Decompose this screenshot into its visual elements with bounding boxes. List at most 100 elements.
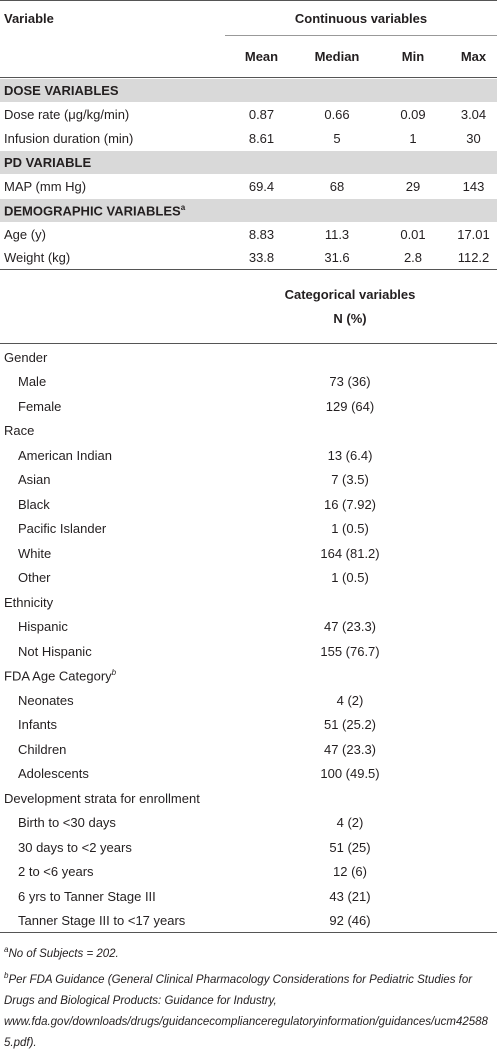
group-row: Ethnicity <box>0 590 497 615</box>
cell: 12 (6) <box>333 864 367 880</box>
column-header: Mean <box>244 49 279 64</box>
header-variable: Variable <box>4 11 54 26</box>
group-title: Gender <box>0 350 225 365</box>
cell: 3.04 <box>460 106 487 122</box>
footnote-mark: a <box>4 945 9 954</box>
data-row: Female 129 (64) <box>0 394 497 419</box>
group-row: Development strata for enrollment <box>0 786 497 811</box>
data-row: Male 73 (36) <box>0 370 497 395</box>
cell: 30 days to <2 years <box>18 839 132 855</box>
footnote-mark: b <box>4 970 9 980</box>
cell: 8.83 <box>248 226 275 242</box>
data-row: Infusion duration (min) 8.61 5 1 30 <box>0 126 497 150</box>
group-title: Ethnicity <box>0 595 225 610</box>
data-row: Dose rate (μg/kg/min) 0.87 0.66 0.09 3.04 <box>0 102 497 126</box>
data-row: 6 yrs to Tanner Stage III 43 (21) <box>0 884 497 909</box>
cell: 68 <box>329 178 345 194</box>
cell: Infusion duration (min) <box>4 130 134 146</box>
cell: Pacific Islander <box>18 521 107 537</box>
cell: Age (y) <box>4 226 46 242</box>
group-title-text: Ethnicity <box>4 594 54 610</box>
footnote-mark: b <box>111 668 117 678</box>
cell: 164 (81.2) <box>320 545 380 561</box>
group-title: Race <box>0 423 225 438</box>
data-row: Hispanic 47 (23.3) <box>0 615 497 640</box>
data-row: Infants 51 (25.2) <box>0 713 497 738</box>
data-row: Adolescents 100 (49.5) <box>0 762 497 787</box>
data-row: Other 1 (0.5) <box>0 566 497 591</box>
cell: Male <box>18 374 47 390</box>
cell: Adolescents <box>18 766 89 782</box>
data-row: Black 16 (7.92) <box>0 492 497 517</box>
cell: Tanner Stage III to <17 years <box>18 912 186 928</box>
section-title: PD VARIABLE <box>0 155 225 170</box>
data-row: Not Hispanic 155 (76.7) <box>0 639 497 664</box>
cell: 51 (25.2) <box>323 717 377 733</box>
cell: 43 (21) <box>329 888 371 904</box>
cell: American Indian <box>18 447 112 463</box>
header-columns: Mean Median Min Max <box>0 36 497 78</box>
cell: 17.01 <box>457 226 490 242</box>
cell: 4 (2) <box>336 815 364 831</box>
column-header: Median <box>314 49 360 64</box>
cell: 31.6 <box>324 250 350 265</box>
cell: 143 <box>462 178 485 194</box>
section-title-text: PD VARIABLE <box>4 155 92 170</box>
cell: White <box>18 545 52 561</box>
cell: 100 (49.5) <box>320 766 380 782</box>
header-row: Variable Continuous variables <box>0 0 497 36</box>
data-row: Tanner Stage III to <17 years 92 (46) <box>0 909 497 933</box>
cell: Children <box>18 741 67 757</box>
group-row: Gender <box>0 345 497 370</box>
section-header: PD VARIABLE <box>0 150 497 174</box>
section-header: DOSE VARIABLES <box>0 78 497 102</box>
cell: 155 (76.7) <box>320 643 380 659</box>
categorical-title: Categorical variables <box>284 287 416 302</box>
footnote-mark: a <box>180 202 186 212</box>
cell: 51 (25) <box>329 839 371 855</box>
cell: 13 (6.4) <box>327 447 373 463</box>
cell: MAP (mm Hg) <box>4 178 87 194</box>
group-title-text: Race <box>4 423 35 439</box>
footnote: aNo of Subjects = 202. <box>0 939 497 965</box>
categorical-header: Categorical variables <box>0 270 497 307</box>
group-title-text: Development strata for enrollment <box>4 790 200 806</box>
cell: 6 yrs to Tanner Stage III <box>18 888 156 904</box>
cell: Asian <box>18 472 51 488</box>
column-header: Min <box>401 49 425 64</box>
cell: 30 <box>466 130 481 146</box>
footnote: bPer FDA Guidance (General Clinical Phar… <box>0 965 497 1054</box>
footnote-text: No of Subjects = 202. <box>8 947 119 960</box>
cell: 47 (23.3) <box>323 741 377 757</box>
data-row: 30 days to <2 years 51 (25) <box>0 835 497 860</box>
cell: Infants <box>18 717 58 733</box>
cell: Birth to <30 days <box>18 815 116 831</box>
categorical-subheader: N (%) <box>0 307 497 344</box>
cell: 1 (0.5) <box>331 570 369 586</box>
cell: 0.09 <box>400 106 426 122</box>
section-title-text: DEMOGRAPHIC VARIABLES <box>4 203 181 219</box>
cell: Female <box>18 398 62 414</box>
section-title-text: DOSE VARIABLES <box>4 83 119 98</box>
cell: 11.3 <box>324 226 350 242</box>
cell: 29 <box>405 178 421 194</box>
cell: Weight (kg) <box>4 250 71 265</box>
data-row: Birth to <30 days 4 (2) <box>0 811 497 836</box>
cell: 8.61 <box>248 130 275 146</box>
categorical-unit: N (%) <box>333 311 367 326</box>
cell: 0.66 <box>324 106 350 122</box>
cell: 2.8 <box>403 250 423 265</box>
data-row: MAP (mm Hg) 69.4 68 29 143 <box>0 174 497 198</box>
data-row: 2 to <6 years 12 (6) <box>0 860 497 885</box>
cell: Neonates <box>18 692 74 708</box>
group-row: FDA Age Categoryb <box>0 664 497 689</box>
data-row: Asian 7 (3.5) <box>0 468 497 493</box>
section-header: DEMOGRAPHIC VARIABLESa <box>0 198 497 222</box>
data-row: Weight (kg) 33.8 31.6 2.8 112.2 <box>0 246 497 270</box>
footnote-text: Per FDA Guidance (General Clinical Pharm… <box>4 973 488 1049</box>
cell: 2 to <6 years <box>18 864 94 880</box>
cell: 16 (7.92) <box>323 496 377 512</box>
data-row: Children 47 (23.3) <box>0 737 497 762</box>
section-title: DEMOGRAPHIC VARIABLESa <box>0 203 225 218</box>
